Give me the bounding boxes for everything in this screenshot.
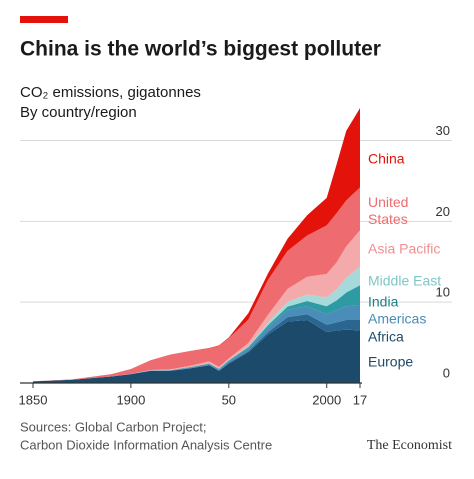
legend-label: Europe [368,354,413,370]
legend-label: Asia Pacific [368,241,440,257]
area [33,108,360,382]
source: Carbon Dioxide Information Analysis Cent… [20,437,272,452]
legend-label: China [368,151,405,167]
x-tick-label: 2000 [312,392,341,407]
x-tick-label: 1850 [19,392,48,407]
area [33,187,360,382]
y-tick-label: 30 [436,123,450,138]
legend-label: Americas [368,311,426,327]
y-tick-label: 10 [436,285,450,300]
brand-bar [20,16,68,23]
x-tick-label: 50 [222,392,236,407]
legend-label: India [368,294,399,310]
legend-label: Africa [368,329,404,345]
legend-label: United States [368,194,408,227]
y-tick-label: 20 [436,204,450,219]
x-tick-label: 1900 [116,392,145,407]
source: Sources: Global Carbon Project; [20,419,206,434]
x-tick-label: 17 [353,392,367,407]
y-tick-label: 0 [443,365,450,380]
subtitle: By country/region [20,104,137,121]
chart-title: China is the world’s biggest polluter [20,38,381,61]
legend-label: Middle East [368,273,441,289]
area [33,319,360,383]
subtitle: CO₂ emissions, gigatonnes [20,84,201,101]
credit: The Economist [367,438,452,453]
